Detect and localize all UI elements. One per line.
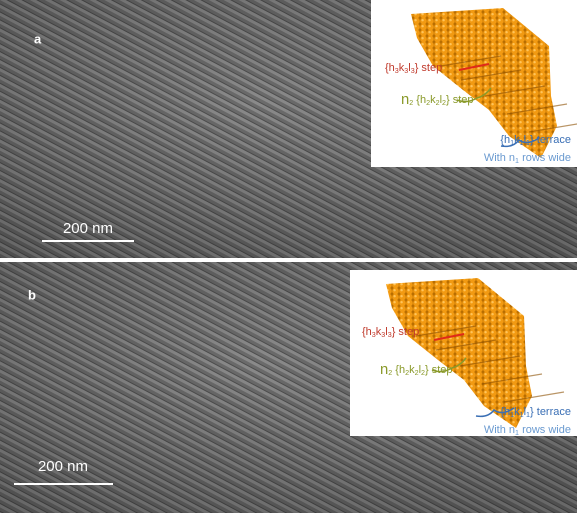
label-part: n [401, 92, 409, 108]
label-part: {h [385, 62, 395, 74]
scale-label: 200 nm [38, 458, 88, 475]
inset-label: With n1 rows wide [484, 152, 571, 165]
label-part: n [380, 362, 388, 378]
label-part: {h [500, 134, 510, 146]
label-part: } step [415, 62, 443, 74]
label-part: } step [392, 326, 420, 338]
label-part: } step [425, 364, 453, 376]
label-part: {h [413, 94, 426, 106]
label-part: {h [500, 406, 510, 418]
label-part: With n [484, 152, 515, 164]
label-part: {h [392, 364, 405, 376]
panel-label: b [28, 287, 36, 302]
scale-label: 200 nm [63, 220, 113, 237]
label-part: {h [362, 326, 372, 338]
label-part: rows wide [519, 152, 571, 164]
panel-label: a [34, 31, 42, 46]
figure: a200 nm{h3k3l3} stepn2 {h2k2l2} step{h1k… [0, 0, 577, 513]
label-part: With n [484, 424, 515, 436]
label-part: } terrace [530, 134, 571, 146]
label-part: } step [446, 94, 474, 106]
inset-label: With n1 rows wide [484, 424, 571, 437]
label-part: } terrace [530, 406, 571, 418]
label-part: rows wide [519, 424, 571, 436]
